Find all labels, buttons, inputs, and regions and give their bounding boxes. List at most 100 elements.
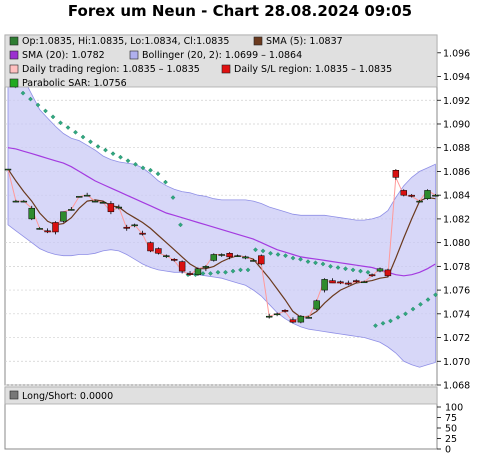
candle-body (99, 202, 107, 204)
lower-tick-label: 100 (445, 403, 463, 414)
sar-point (380, 320, 386, 326)
sar-point (328, 263, 333, 269)
y-tick-label: 1.086 (443, 167, 470, 178)
candle-body (4, 168, 12, 171)
y-tick-label: 1.092 (443, 96, 470, 107)
candle-body (384, 269, 392, 277)
lower-tick-label: 25 (445, 434, 457, 445)
candle-body (28, 207, 35, 220)
candle-body (178, 261, 186, 272)
long-short-label: Long/Short: 0.0000 (22, 391, 113, 402)
sar-point (95, 144, 101, 149)
legend-label: SMA (5): 1.0837 (266, 36, 343, 47)
y-tick-label: 1.090 (443, 119, 470, 130)
candle-body (400, 190, 407, 196)
legend-swatch (9, 36, 19, 46)
candle-body (20, 200, 28, 203)
y-tick-label: 1.082 (443, 214, 470, 225)
candle-body (321, 279, 328, 291)
candle-body (131, 224, 138, 227)
candle-body (83, 194, 91, 197)
sar-point (365, 269, 371, 275)
legend-label: Op:1.0835, Hi:1.0835, Lo:1.0834, Cl:1.08… (22, 36, 229, 47)
sar-point (28, 96, 33, 102)
candle-body (392, 170, 400, 178)
candle-body (353, 280, 360, 283)
y-tick-label: 1.084 (443, 191, 470, 202)
legend-swatch (9, 64, 19, 74)
candle-body (107, 203, 115, 213)
sar-point (170, 195, 176, 200)
candle-body (289, 319, 297, 323)
candle-body (12, 200, 20, 203)
candle-body (242, 256, 249, 259)
sar-point (178, 222, 183, 228)
sar-point (118, 154, 123, 160)
lower-tick-label: 50 (445, 424, 457, 435)
price-axis: 1.068 1.070 1.072 1.074 1.076 1.078 1.080 1.082… (437, 48, 470, 392)
legend-label: SMA (20): 1.0782 (22, 50, 105, 61)
sar-point (410, 306, 416, 312)
bollinger-band (7, 57, 436, 368)
candle-body (163, 255, 170, 257)
sma20-line (7, 147, 436, 277)
y-tick-label: 1.076 (443, 286, 470, 297)
long-short-legend-box (4, 386, 438, 405)
sar-point (305, 259, 311, 264)
legend-label: Bollinger (20, 2): 1.0699 – 1.0864 (142, 50, 302, 61)
sar-point (343, 266, 348, 272)
sar-point (373, 323, 378, 329)
legend-swatch (129, 50, 139, 60)
legend-swatch (253, 36, 263, 46)
sar-point (88, 139, 93, 145)
candle-body (139, 232, 146, 235)
candle-body (432, 194, 439, 197)
sar-point (238, 267, 243, 273)
sar-point (35, 102, 41, 108)
candle-body (345, 282, 352, 285)
candle-body (250, 260, 257, 262)
y-tick-label: 1.078 (443, 262, 470, 273)
legend-swatch (221, 64, 231, 74)
candle-body (329, 280, 336, 284)
candle-body (368, 274, 376, 277)
y-tick-label: 1.068 (443, 381, 470, 392)
sar-point (433, 292, 438, 298)
sar-point (223, 269, 228, 275)
candle-body (424, 190, 431, 199)
legend-label: Parabolic SAR: 1.0756 (22, 78, 127, 89)
sar-point (275, 252, 281, 257)
sar-point (403, 311, 408, 317)
sar-point (58, 120, 63, 126)
candle-body (234, 255, 241, 257)
candle-body (115, 206, 123, 209)
candle-body (123, 226, 130, 229)
candle-body (170, 258, 178, 261)
sar-point (313, 260, 318, 266)
long-short-swatch (9, 390, 19, 400)
sar-point (20, 90, 26, 96)
sar-point (245, 267, 251, 273)
candle-body (408, 194, 415, 197)
sar-point (320, 261, 326, 267)
lower-tick-label: 75 (445, 413, 457, 424)
y-tick-label: 1.096 (443, 48, 470, 59)
sar-point (155, 171, 161, 177)
sar-point (425, 297, 431, 302)
candle-body (265, 315, 273, 318)
sar-point (163, 179, 168, 185)
legend-swatch (9, 78, 19, 88)
chart-title: Forex um Neun - Chart 28.08.2024 09:05 (67, 2, 413, 20)
candle-body (258, 255, 265, 265)
sar-point (43, 108, 48, 114)
sar-point (298, 256, 303, 262)
candle-body (44, 230, 51, 233)
candle-body (360, 281, 368, 284)
sar-point (230, 268, 236, 274)
y-tick-label: 1.070 (443, 357, 470, 368)
sar-point (208, 271, 213, 276)
candle-body (194, 268, 202, 275)
legend-label: Daily trading region: 1.0835 – 1.0835 (22, 64, 200, 75)
